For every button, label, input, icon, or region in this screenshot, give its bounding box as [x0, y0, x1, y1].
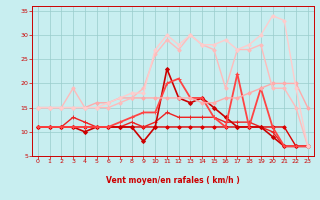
X-axis label: Vent moyen/en rafales ( km/h ): Vent moyen/en rafales ( km/h )	[106, 176, 240, 185]
